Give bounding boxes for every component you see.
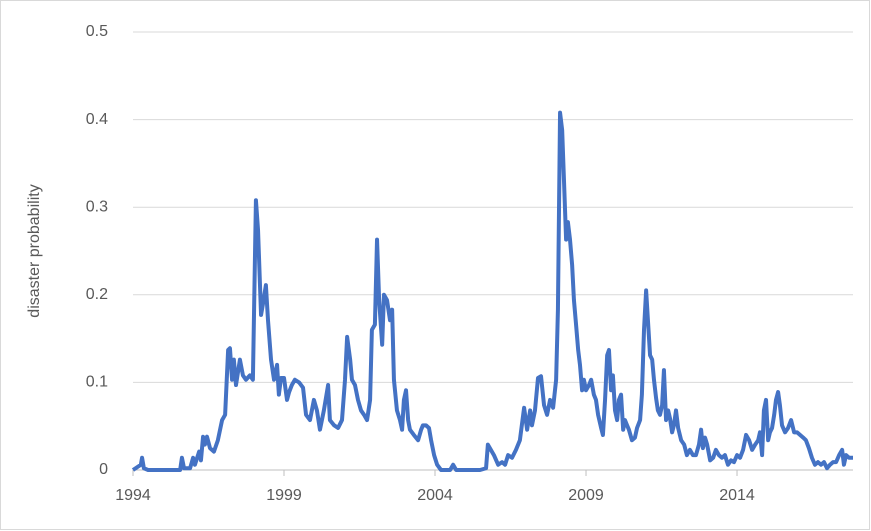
x-tick-label: 2004: [417, 487, 453, 504]
y-tick-label: 0.3: [86, 198, 108, 215]
x-tick-label: 2009: [568, 487, 604, 504]
y-tick-label: 0: [99, 461, 108, 478]
y-tick-label: 0.5: [86, 23, 108, 40]
data-line: [131, 110, 853, 472]
y-axis-label: disaster probability: [26, 184, 43, 317]
y-tick-label: 0.2: [86, 286, 108, 303]
y-tick-label: 0.4: [86, 111, 108, 128]
x-tick-label: 1994: [115, 487, 151, 504]
y-tick-label: 0.1: [86, 374, 108, 391]
x-tick-label: 1999: [266, 487, 302, 504]
x-tick-label: 2014: [719, 487, 755, 504]
